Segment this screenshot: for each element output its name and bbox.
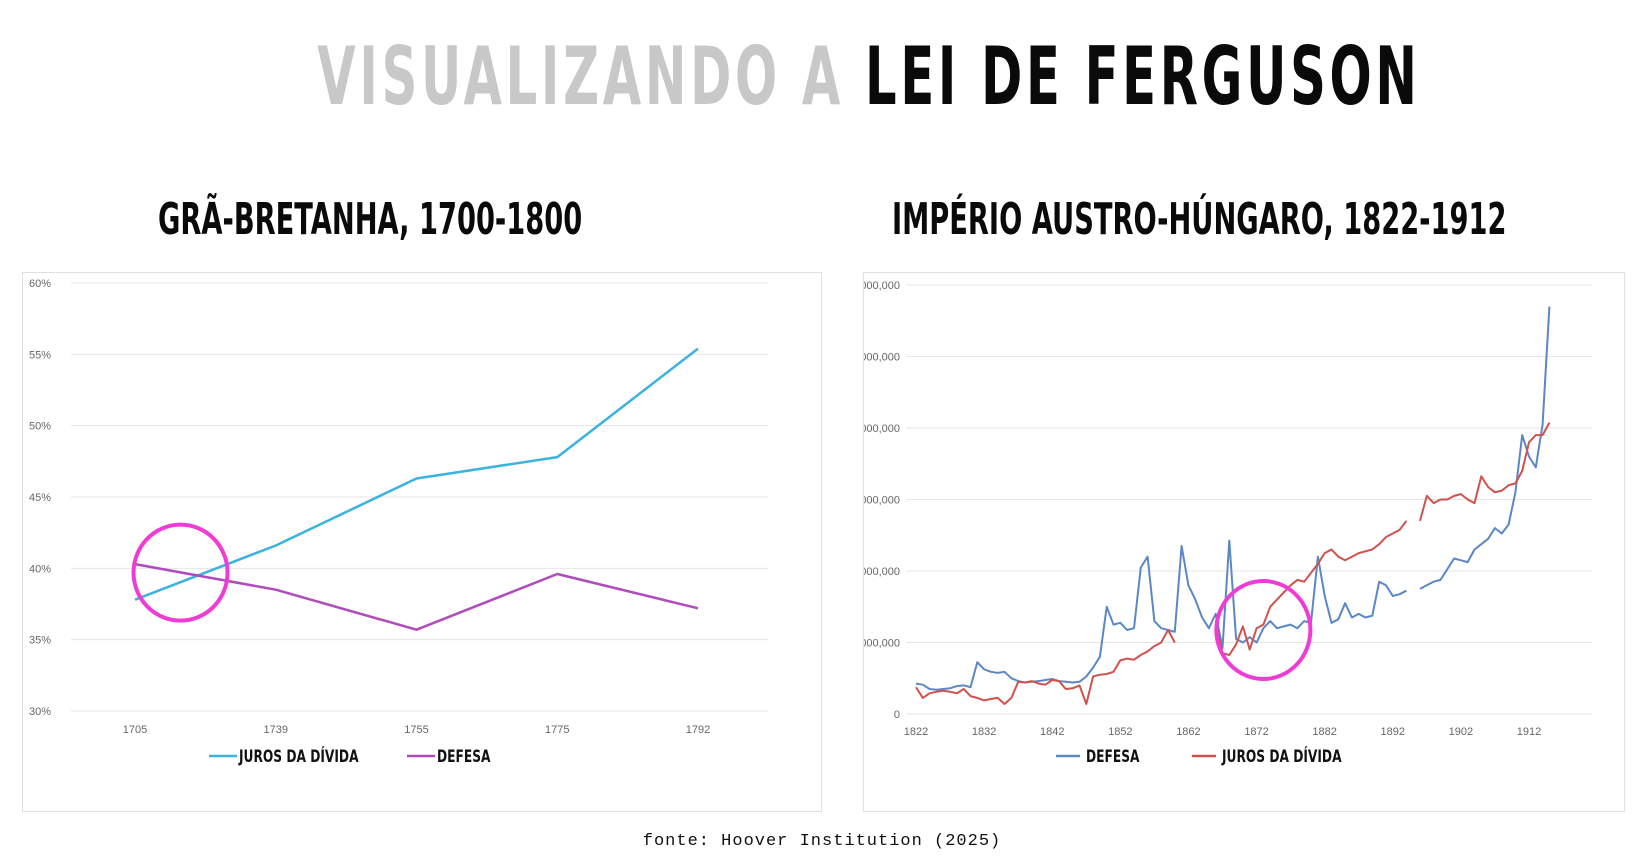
austria-y-tick-label: 400,000,000 xyxy=(864,566,900,578)
austria-y-tick-label: 0 xyxy=(894,709,900,721)
right-chart-title: IMPÉRIO AUSTRO-HÚNGARO, 1822-1912 xyxy=(892,194,1507,245)
britain-annotation-circle xyxy=(131,522,230,623)
austria-x-tick-label: 1852 xyxy=(1108,726,1132,738)
britain-chart: 60% 55% 50% 45% 40% 35% 30% 1705 1739 1755 1775 179… xyxy=(22,272,822,812)
main-title: VISUALIZANDO A LEI DE FERGUSON xyxy=(317,22,1417,132)
austria-defense-line xyxy=(1419,306,1551,590)
austria-x-tick-label: 1842 xyxy=(1040,726,1064,738)
britain-y-tick-label: 50% xyxy=(29,421,51,433)
austria-y-tick-label: 800,000,000 xyxy=(864,423,900,435)
austria-x-tick-label: 1902 xyxy=(1449,726,1473,738)
britain-interest-line xyxy=(134,347,699,601)
austria-defense-line xyxy=(915,539,1407,691)
austria-interest-line xyxy=(915,629,1176,705)
britain-y-tick-label: 45% xyxy=(29,492,51,504)
austria-y-tick-label: 1,000,000,000 xyxy=(864,352,900,364)
britain-x-tick-label: 1705 xyxy=(123,724,147,736)
austria-x-tick-label: 1892 xyxy=(1381,726,1405,738)
main-title-part2: LEI DE FERGUSON xyxy=(864,30,1421,123)
britain-y-tick-label: 40% xyxy=(29,563,51,575)
austria-legend-defense-label: DEFESA xyxy=(1086,747,1140,767)
austria-hungary-chart-svg: 1,200,000,000 1,000,000,000 800,000,000 600… xyxy=(830,280,1592,767)
britain-y-tick-label: 55% xyxy=(29,349,51,361)
austria-x-tick-label: 1912 xyxy=(1517,726,1541,738)
britain-x-tick-label: 1739 xyxy=(264,724,288,736)
britain-y-tick-label: 30% xyxy=(29,706,51,718)
austria-annotation-circle xyxy=(1214,578,1313,681)
austria-x-tick-label: 1862 xyxy=(1176,726,1200,738)
britain-legend-defense-label: DEFESA xyxy=(437,747,491,767)
main-title-part1: VISUALIZANDO A xyxy=(317,30,844,123)
austria-y-tick-label: 600,000,000 xyxy=(864,495,900,507)
austria-interest-line xyxy=(1214,520,1408,656)
austria-hungary-chart: 1,200,000,000 1,000,000,000 800,000,000 600… xyxy=(830,272,1625,812)
austria-interest-line xyxy=(1419,422,1551,522)
britain-x-tick-label: 1775 xyxy=(545,724,569,736)
britain-chart-svg: 60% 55% 50% 45% 40% 35% 30% 1705 1739 1755 1775 179… xyxy=(29,278,768,767)
britain-y-tick-label: 35% xyxy=(29,635,51,647)
austria-legend-interest-label: JUROS DA DÍVIDA xyxy=(1221,746,1342,767)
austria-x-tick-label: 1822 xyxy=(904,726,928,738)
austria-x-tick-label: 1882 xyxy=(1312,726,1336,738)
britain-x-tick-label: 1755 xyxy=(404,724,428,736)
austria-y-tick-label: 200,000,000 xyxy=(864,638,900,650)
austria-x-tick-label: 1872 xyxy=(1244,726,1268,738)
left-chart-title: GRÃ-BRETANHA, 1700-1800 xyxy=(158,194,583,245)
britain-x-tick-label: 1792 xyxy=(686,724,710,736)
austria-x-tick-label: 1832 xyxy=(972,726,996,738)
austria-y-tick-label: 1,200,000,000 xyxy=(864,280,900,292)
britain-y-tick-label: 60% xyxy=(29,278,51,290)
britain-legend-interest-label: JUROS DA DÍVIDA xyxy=(238,746,359,767)
source-footer: fonte: Hoover Institution (2025) xyxy=(642,832,1002,851)
